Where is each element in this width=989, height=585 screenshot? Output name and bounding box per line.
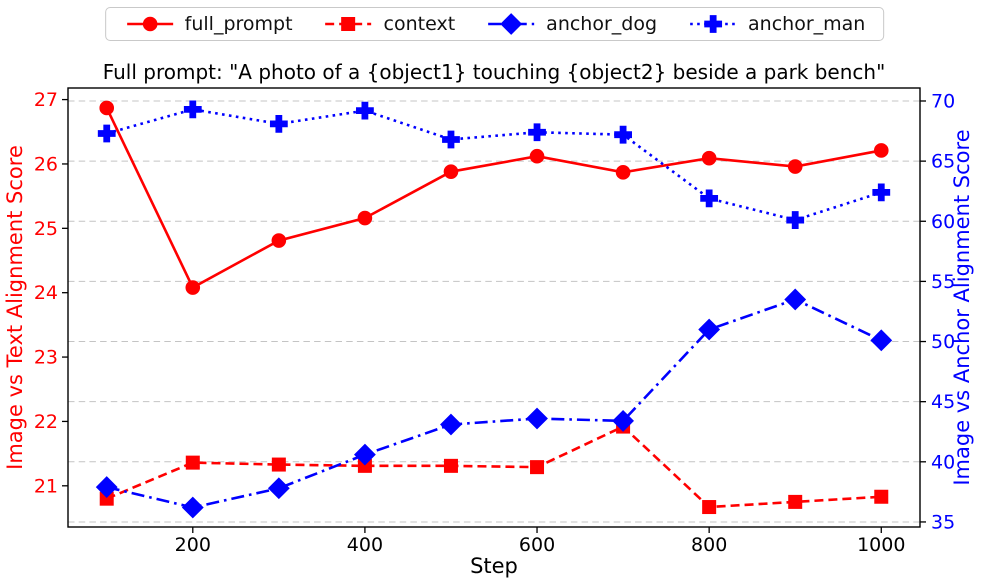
marker-anchor_dog xyxy=(267,477,290,500)
y-tick-label-left: 24 xyxy=(34,282,58,304)
y-tick-label-right: 35 xyxy=(931,511,955,533)
marker-context xyxy=(530,460,545,475)
marker-full_prompt xyxy=(701,150,717,166)
anchor_dog-legend-marker-icon xyxy=(488,13,535,35)
marker-anchor_man xyxy=(614,125,632,144)
y-tick-label-left: 27 xyxy=(34,89,58,111)
marker-anchor_man xyxy=(700,189,719,208)
y-axis-label-right: Image vs Anchor Alignment Score xyxy=(950,129,974,485)
marker-anchor_man xyxy=(872,183,891,202)
y-tick-label-left: 26 xyxy=(34,153,58,175)
y-axis-label-left: Image vs Text Alignment Score xyxy=(3,145,27,470)
marker-context xyxy=(788,494,803,509)
marker-anchor_man xyxy=(528,123,546,142)
legend-marker-anchor_dog xyxy=(500,13,523,35)
y-tick-label-right: 50 xyxy=(931,331,955,353)
y-tick-label-right: 70 xyxy=(931,90,955,112)
y-tick-label-right: 40 xyxy=(931,451,955,473)
marker-context xyxy=(443,458,458,473)
marker-full_prompt xyxy=(873,143,889,158)
marker-anchor_dog xyxy=(526,407,548,430)
marker-anchor_man xyxy=(183,100,202,119)
marker-full_prompt xyxy=(615,165,631,180)
marker-full_prompt xyxy=(787,159,803,174)
legend-item-label: full_prompt xyxy=(184,13,293,35)
legend-item-full_prompt: full_prompt xyxy=(124,11,293,37)
marker-full_prompt xyxy=(443,164,459,179)
marker-context xyxy=(702,500,717,515)
x-tick-label: 200 xyxy=(175,534,211,556)
chart-title: Full prompt: "A photo of a {object1} tou… xyxy=(103,60,886,84)
legend-item-anchor_man: anchor_man xyxy=(687,11,865,37)
legend-item-label: anchor_man xyxy=(748,13,866,35)
legend-marker-anchor_man xyxy=(704,15,722,33)
marker-anchor_dog xyxy=(784,288,807,311)
legend-item-context: context xyxy=(323,11,456,37)
y-tick-label-right: 60 xyxy=(931,211,955,233)
marker-anchor_dog xyxy=(612,410,634,432)
marker-full_prompt xyxy=(99,100,115,116)
legend-item-anchor_dog: anchor_dog xyxy=(485,11,657,37)
legend: full_prompt context anchor_dog anchor_man xyxy=(104,7,885,41)
legend-item-label: anchor_dog xyxy=(546,13,658,35)
y-tick-label-left: 21 xyxy=(34,475,58,497)
y-tick-label-right: 45 xyxy=(931,391,955,413)
marker-full_prompt xyxy=(529,148,545,164)
y-tick-label-right: 65 xyxy=(931,151,955,173)
y-tick-label-right: 55 xyxy=(931,271,955,293)
marker-anchor_man xyxy=(786,211,805,229)
marker-full_prompt xyxy=(271,233,287,248)
anchor_man-legend-marker-icon xyxy=(690,15,737,33)
marker-full_prompt xyxy=(185,280,201,295)
marker-anchor_man xyxy=(356,101,374,120)
y-tick-label-left: 23 xyxy=(34,347,58,369)
marker-context xyxy=(185,455,200,470)
x-axis-label: Step xyxy=(470,554,518,578)
series-line-context xyxy=(106,425,882,509)
plot-border xyxy=(67,87,921,528)
marker-anchor_man xyxy=(269,114,288,133)
legend-item-label: context xyxy=(383,13,456,35)
marker-context xyxy=(874,489,889,504)
full_prompt-legend-marker-icon xyxy=(126,16,173,32)
legend-marker-context xyxy=(341,17,356,31)
marker-anchor_man xyxy=(97,124,116,143)
marker-anchor_dog xyxy=(440,413,462,436)
marker-context xyxy=(271,457,286,472)
marker-anchor_dog xyxy=(181,496,204,519)
series-line-anchor_dog xyxy=(106,298,882,509)
marker-anchor_dog xyxy=(95,476,118,498)
y-tick-label-left: 25 xyxy=(34,218,58,240)
marker-anchor_dog xyxy=(870,329,893,352)
marker-anchor_man xyxy=(442,130,460,149)
marker-full_prompt xyxy=(357,210,373,226)
marker-anchor_dog xyxy=(354,443,376,466)
legend-marker-full_prompt xyxy=(142,16,157,32)
x-tick-label: 1000 xyxy=(857,534,905,556)
y-tick-label-left: 22 xyxy=(34,411,58,433)
context-legend-marker-icon xyxy=(325,17,372,31)
x-tick-label: 400 xyxy=(347,534,383,556)
x-tick-label: 800 xyxy=(691,534,727,556)
series-line-full_prompt xyxy=(105,107,882,290)
x-tick-label: 600 xyxy=(519,534,555,556)
marker-anchor_dog xyxy=(698,318,721,341)
